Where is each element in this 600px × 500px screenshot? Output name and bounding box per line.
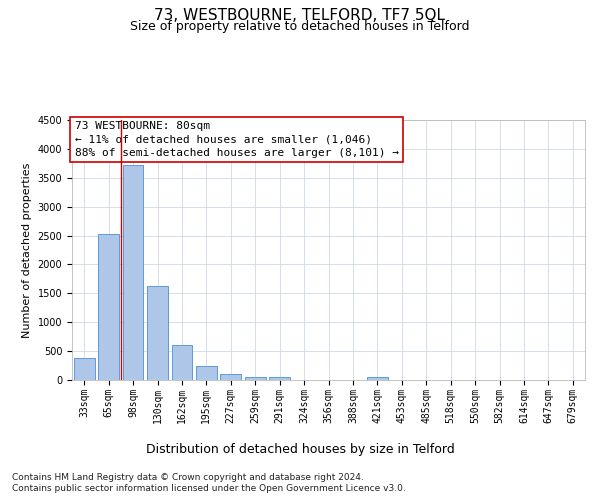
Bar: [98, 234, 119, 380]
Bar: [74, 358, 95, 380]
Bar: [196, 366, 217, 380]
Text: 73, WESTBOURNE, TELFORD, TF7 5QL: 73, WESTBOURNE, TELFORD, TF7 5QL: [155, 8, 445, 22]
Bar: [220, 374, 241, 380]
Bar: [172, 346, 193, 380]
Text: Contains HM Land Registry data © Crown copyright and database right 2024.: Contains HM Land Registry data © Crown c…: [12, 472, 364, 482]
Text: Size of property relative to detached houses in Telford: Size of property relative to detached ho…: [130, 20, 470, 33]
Bar: [245, 376, 266, 380]
Bar: [147, 286, 168, 380]
Text: Contains public sector information licensed under the Open Government Licence v3: Contains public sector information licen…: [12, 484, 406, 493]
Bar: [367, 377, 388, 380]
Bar: [122, 165, 143, 380]
Y-axis label: Number of detached properties: Number of detached properties: [22, 162, 32, 338]
Text: Distribution of detached houses by size in Telford: Distribution of detached houses by size …: [146, 442, 454, 456]
Text: 73 WESTBOURNE: 80sqm
← 11% of detached houses are smaller (1,046)
88% of semi-de: 73 WESTBOURNE: 80sqm ← 11% of detached h…: [74, 122, 398, 158]
Bar: [269, 378, 290, 380]
